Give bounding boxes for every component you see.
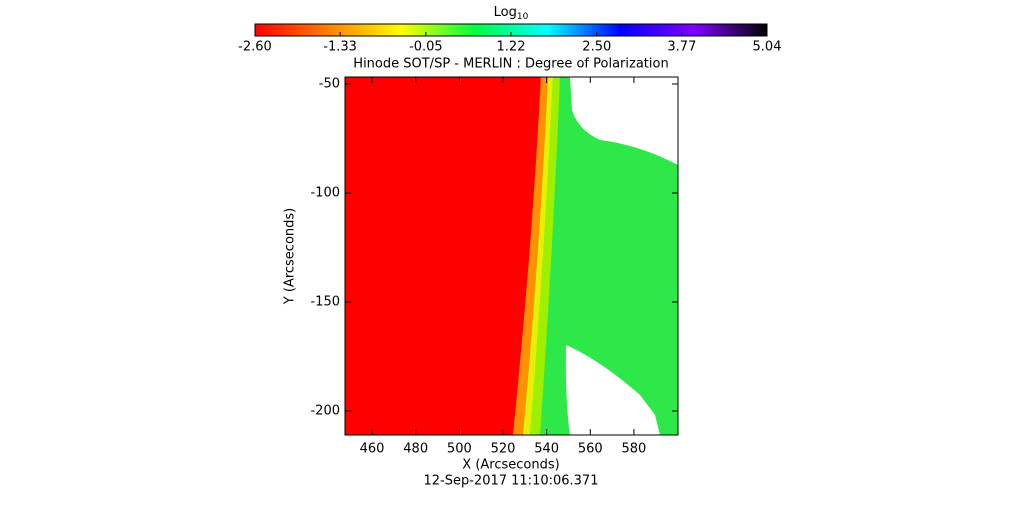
x-tick-label: 540 [534, 442, 559, 457]
y-tick-label: -200 [310, 404, 340, 419]
x-tick-label: 480 [403, 442, 428, 457]
colorbar-tick-label: -0.05 [409, 40, 443, 55]
x-axis-label: X (Arcseconds) [462, 458, 559, 473]
chart-title: Hinode SOT/SP - MERLIN : Degree of Polar… [353, 57, 668, 72]
colorbar-tick-label: 2.50 [582, 40, 611, 55]
colorbar-tick-label: 1.22 [497, 40, 526, 55]
colorbar-tick-label: -1.33 [323, 40, 357, 55]
x-tick-label: 460 [360, 442, 385, 457]
image [345, 77, 678, 435]
colorbar-label: Log10 [494, 5, 529, 22]
x-tick-label: 500 [447, 442, 472, 457]
x-tick-label: 560 [578, 442, 603, 457]
y-tick-label: -100 [310, 185, 340, 200]
colorbar-tick-label: 5.04 [753, 40, 782, 55]
colorbar-tick-label: 3.77 [667, 40, 696, 55]
y-tick-label: -50 [319, 76, 340, 91]
x-tick-label: 580 [622, 442, 647, 457]
x-tick-label: 520 [491, 442, 516, 457]
y-axis-label: Y (Arcseconds) [283, 208, 298, 305]
plot-frame [344, 76, 679, 436]
footer: 12-Sep-2017 11:10:06.371 [424, 474, 599, 489]
y-tick-label: -150 [310, 295, 340, 310]
colorbar-tick-label: -2.60 [238, 40, 272, 55]
